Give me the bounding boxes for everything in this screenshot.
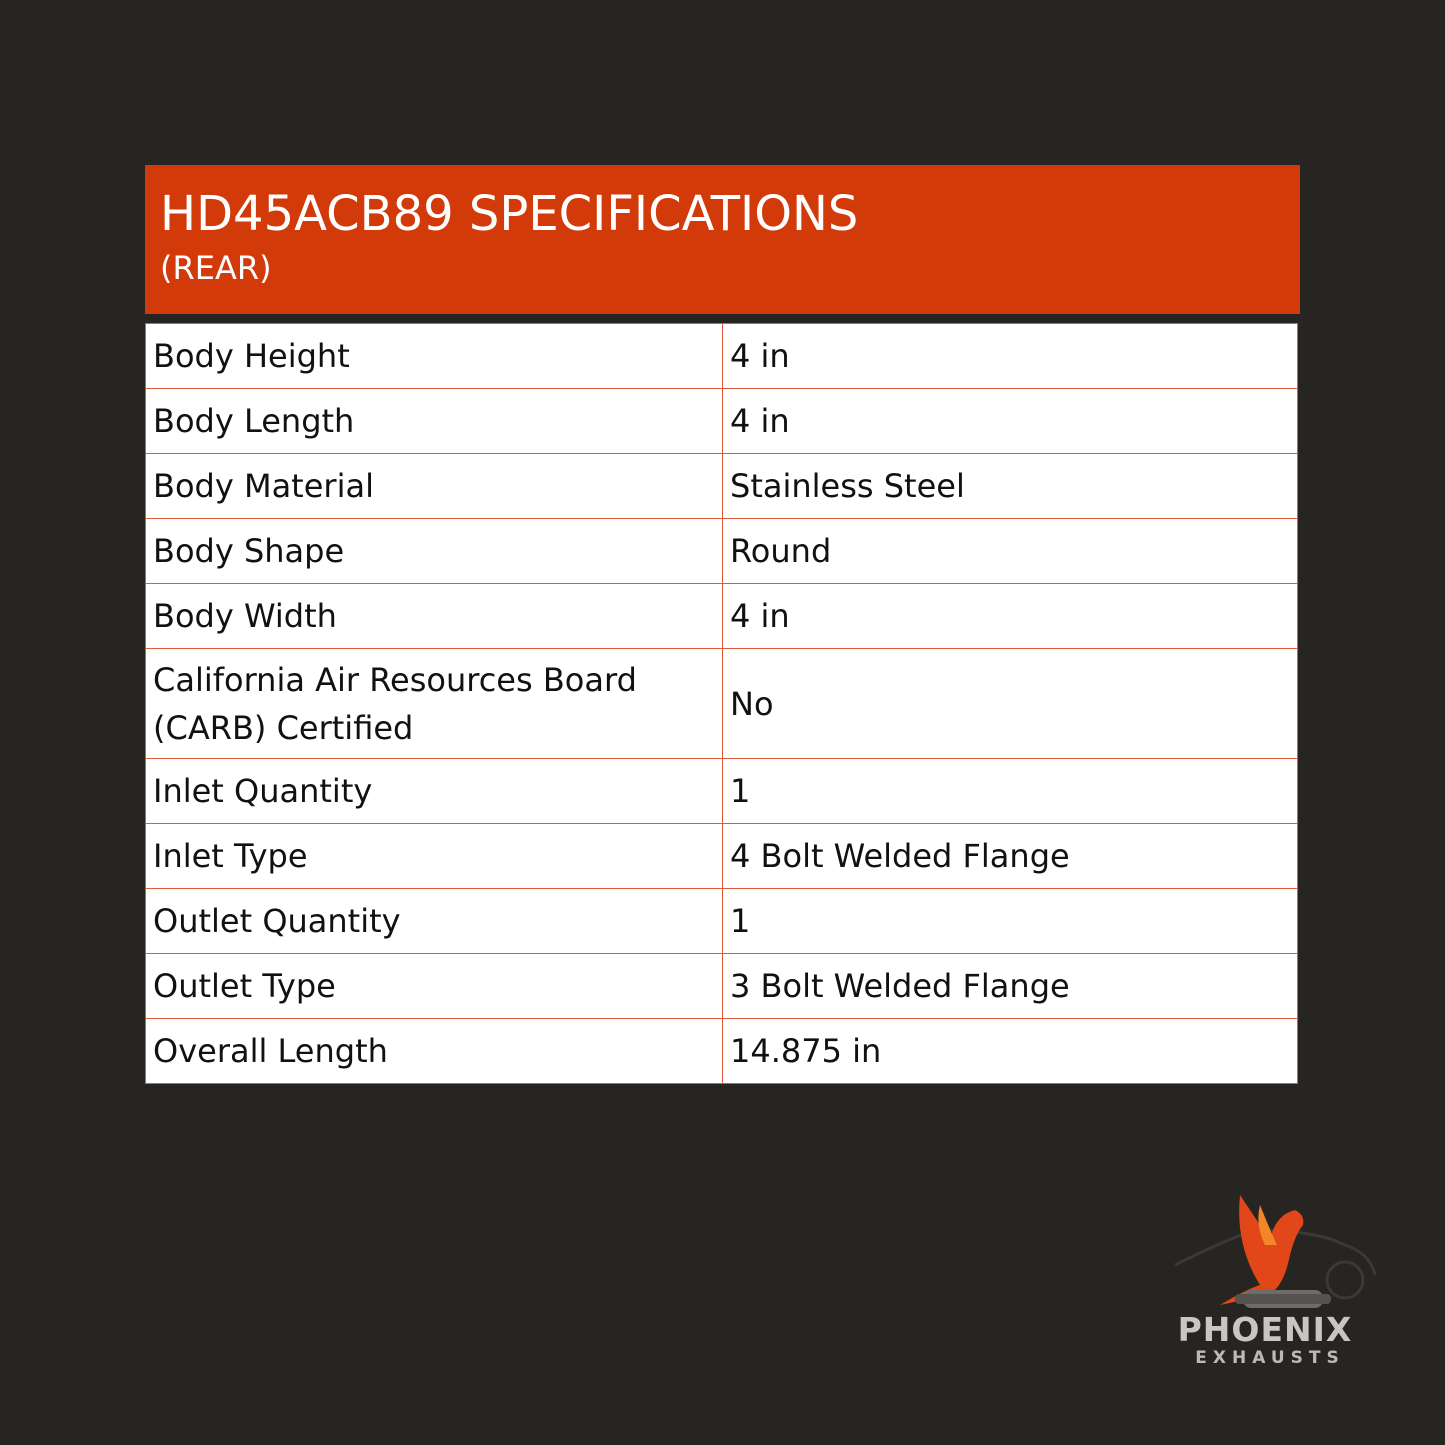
spec-label: Outlet Type bbox=[145, 953, 723, 1019]
spec-value: 4 in bbox=[722, 583, 1298, 649]
spec-label: Body Width bbox=[145, 583, 723, 649]
phoenix-logo-icon bbox=[1174, 1195, 1377, 1308]
spec-label: Inlet Type bbox=[145, 823, 723, 889]
spec-value: 4 in bbox=[722, 388, 1298, 454]
spec-table: Body Height 4 in Body Length 4 in Body Mat… bbox=[145, 323, 1298, 1084]
page-subtitle: (REAR) bbox=[160, 249, 272, 287]
spec-value: 3 Bolt Welded Flange bbox=[722, 953, 1298, 1019]
table-row: Outlet Type 3 Bolt Welded Flange bbox=[145, 953, 1298, 1019]
spec-label: Body Shape bbox=[145, 518, 723, 584]
table-row: Body Material Stainless Steel bbox=[145, 453, 1298, 519]
table-row: California Air Resources Board (CARB) Ce… bbox=[145, 648, 1298, 759]
table-row: Outlet Quantity 1 bbox=[145, 888, 1298, 954]
table-row: Inlet Quantity 1 bbox=[145, 758, 1298, 824]
spec-value: 1 bbox=[722, 758, 1298, 824]
brand-tagline: EXHAUSTS bbox=[1195, 1348, 1345, 1368]
spec-value: 4 in bbox=[722, 323, 1298, 389]
spec-value: 4 Bolt Welded Flange bbox=[722, 823, 1298, 889]
table-row: Body Height 4 in bbox=[145, 323, 1298, 389]
spec-label: Body Length bbox=[145, 388, 723, 454]
spec-value: 14.875 in bbox=[722, 1018, 1298, 1084]
spec-label: Inlet Quantity bbox=[145, 758, 723, 824]
table-row: Body Width 4 in bbox=[145, 583, 1298, 649]
spec-label: Body Height bbox=[145, 323, 723, 389]
spec-label: Body Material bbox=[145, 453, 723, 519]
table-row: Overall Length 14.875 in bbox=[145, 1018, 1298, 1084]
brand-name: PHOENIX bbox=[1177, 1310, 1353, 1349]
table-row: Inlet Type 4 Bolt Welded Flange bbox=[145, 823, 1298, 889]
table-row: Body Shape Round bbox=[145, 518, 1298, 584]
page-title: HD45ACB89 SPECIFICATIONS bbox=[160, 186, 859, 242]
spec-value: No bbox=[722, 648, 1298, 759]
table-row: Body Length 4 in bbox=[145, 388, 1298, 454]
spec-value: Stainless Steel bbox=[722, 453, 1298, 519]
spec-label: Overall Length bbox=[145, 1018, 723, 1084]
spec-header: HD45ACB89 SPECIFICATIONS (REAR) bbox=[145, 165, 1300, 314]
spec-label: Outlet Quantity bbox=[145, 888, 723, 954]
spec-value: 1 bbox=[722, 888, 1298, 954]
spec-label: California Air Resources Board (CARB) Ce… bbox=[145, 648, 723, 759]
spec-value: Round bbox=[722, 518, 1298, 584]
